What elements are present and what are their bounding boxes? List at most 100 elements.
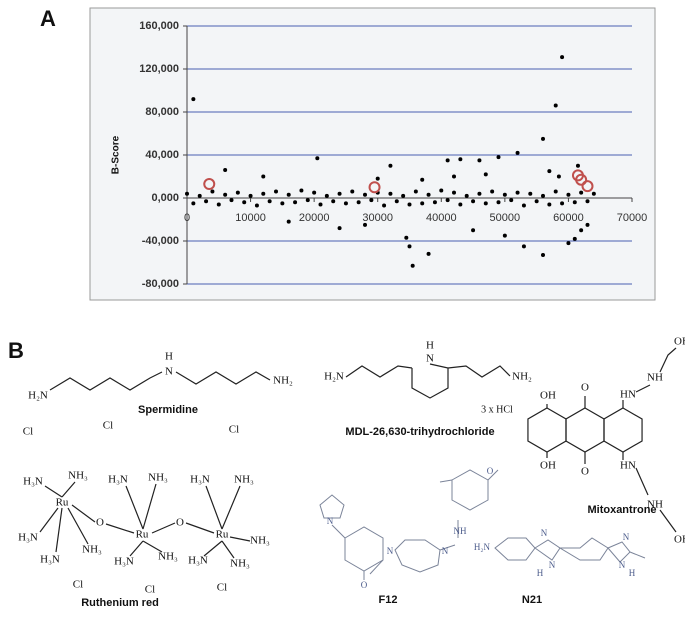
compound-note: 3 x HCl bbox=[481, 404, 513, 415]
point bbox=[274, 189, 278, 194]
atom-label: NH₃ bbox=[82, 544, 102, 556]
y-tick-label: 0,000 bbox=[151, 192, 179, 204]
atom-label: H bbox=[537, 568, 544, 578]
point bbox=[191, 97, 196, 102]
point bbox=[445, 158, 450, 163]
point bbox=[560, 55, 565, 60]
point bbox=[216, 202, 221, 207]
atom-label: HN bbox=[620, 460, 636, 472]
point bbox=[293, 200, 298, 205]
compound-name: MDL-26,630-trihydrochloride bbox=[345, 426, 494, 438]
x-tick-label: 40000 bbox=[426, 212, 457, 224]
point bbox=[471, 199, 476, 204]
y-tick-label: 80,000 bbox=[145, 106, 179, 118]
atom-label: Cl bbox=[73, 579, 83, 591]
compound-name: Spermidine bbox=[138, 404, 198, 416]
point bbox=[585, 199, 590, 204]
atom-label: H₃N bbox=[188, 555, 208, 567]
atom-label: Cl bbox=[23, 426, 33, 438]
highlight-ring bbox=[581, 180, 594, 193]
atom-label: H₂N bbox=[324, 371, 344, 383]
atom-label: NH bbox=[454, 526, 467, 536]
point bbox=[286, 219, 291, 224]
atom-label: Cl bbox=[229, 424, 239, 436]
x-tick-label: 20000 bbox=[299, 212, 330, 224]
point bbox=[553, 189, 558, 194]
point bbox=[464, 193, 469, 198]
x-tick-label: 60000 bbox=[553, 212, 584, 224]
point bbox=[420, 177, 425, 182]
point bbox=[382, 203, 387, 208]
point bbox=[477, 191, 482, 196]
f12-bonds bbox=[319, 469, 499, 580]
atom-label: Ru bbox=[136, 529, 149, 541]
point bbox=[223, 192, 228, 197]
point bbox=[204, 199, 209, 204]
point bbox=[407, 244, 412, 249]
point bbox=[324, 193, 329, 198]
point bbox=[420, 201, 425, 206]
atom-label: OH bbox=[540, 460, 556, 472]
atom-label: H₃N bbox=[114, 556, 134, 568]
point bbox=[235, 190, 240, 195]
atom-label: Ru bbox=[216, 529, 229, 541]
ring bbox=[565, 407, 605, 453]
point bbox=[261, 174, 266, 179]
point bbox=[185, 191, 189, 196]
x-tick-label: 50000 bbox=[490, 212, 521, 224]
point bbox=[375, 176, 380, 181]
point bbox=[426, 192, 431, 197]
point bbox=[560, 201, 565, 206]
point bbox=[410, 263, 415, 268]
atom-label: H₃N bbox=[108, 474, 128, 486]
atom-label: N bbox=[442, 546, 449, 556]
point bbox=[547, 169, 552, 174]
y-tick-label: 120,000 bbox=[139, 63, 179, 75]
compound-name: F12 bbox=[379, 594, 398, 606]
point bbox=[223, 168, 228, 173]
point bbox=[502, 233, 507, 238]
point bbox=[299, 188, 304, 193]
panel-label: B bbox=[8, 338, 24, 363]
panel-label: A bbox=[40, 6, 56, 31]
atom-label: H₂N bbox=[474, 542, 491, 552]
point bbox=[363, 192, 367, 197]
x-tick-label: 70000 bbox=[617, 212, 648, 224]
point bbox=[305, 198, 310, 203]
point bbox=[337, 191, 342, 196]
point bbox=[452, 174, 456, 179]
n21-bonds bbox=[494, 537, 646, 563]
point bbox=[579, 190, 584, 195]
highlight-ring bbox=[575, 173, 588, 186]
ring bbox=[603, 407, 643, 453]
point bbox=[547, 202, 552, 207]
point bbox=[566, 192, 571, 197]
atom-label: N bbox=[541, 528, 548, 538]
atom-label: N bbox=[165, 366, 173, 378]
ring bbox=[527, 407, 567, 453]
point bbox=[452, 190, 456, 195]
atom-label: NH₂ bbox=[512, 371, 532, 383]
atom-label: NH₃ bbox=[158, 551, 178, 563]
point bbox=[496, 200, 501, 205]
point bbox=[356, 200, 361, 205]
point bbox=[483, 172, 488, 177]
atom-label: NH₃ bbox=[148, 472, 168, 484]
atom-label: NH₂ bbox=[273, 375, 293, 387]
point bbox=[572, 236, 577, 241]
point bbox=[572, 200, 577, 205]
point bbox=[534, 199, 539, 204]
point bbox=[509, 198, 514, 203]
point bbox=[404, 235, 409, 240]
compound-name: Mitoxantrone bbox=[587, 504, 656, 516]
point bbox=[191, 201, 196, 206]
atom-label: H bbox=[426, 340, 434, 352]
point bbox=[394, 199, 399, 204]
atom-label: NH₃ bbox=[234, 474, 254, 486]
highlight-ring bbox=[368, 181, 381, 194]
y-tick-label: 160,000 bbox=[139, 20, 179, 32]
point bbox=[483, 201, 488, 206]
compound-name: Ruthenium red bbox=[81, 597, 159, 609]
atom-label: H bbox=[629, 568, 636, 578]
